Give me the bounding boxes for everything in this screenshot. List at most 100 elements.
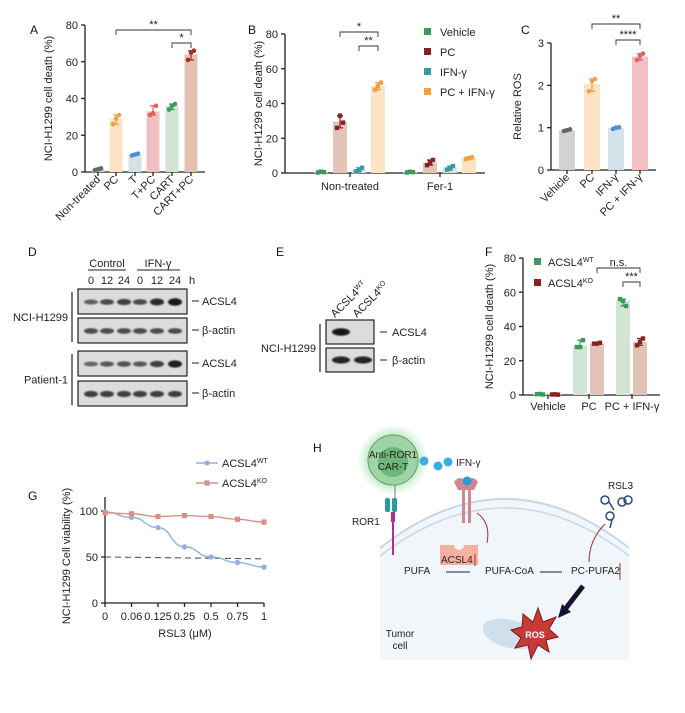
blot-band	[100, 390, 114, 398]
car-t-nucleus	[378, 447, 408, 477]
cell-body	[380, 499, 629, 660]
blot-band	[168, 390, 182, 398]
band-label: ACSL4	[392, 327, 427, 339]
y-tick-label: 60	[504, 287, 516, 299]
legend-label: ACSL4KO	[222, 478, 268, 490]
band-label: ACSL4	[202, 358, 237, 370]
ros-burst-icon	[509, 606, 560, 661]
blot-band	[117, 390, 131, 398]
reference-line-50	[104, 556, 265, 560]
bar	[559, 130, 575, 170]
data-point	[378, 80, 384, 85]
y-tick-label: 2	[538, 80, 544, 92]
significance-bracket	[339, 31, 379, 37]
data-point	[185, 57, 191, 63]
label-superscript: KO	[257, 478, 268, 485]
significance-bracket	[171, 42, 192, 48]
legend-label: Vehicle	[440, 27, 475, 39]
data-point	[617, 296, 623, 302]
x-tick-label: Fer-1	[427, 181, 453, 193]
data-point	[534, 391, 540, 397]
blot-band	[332, 328, 350, 336]
band-label: ACSL4	[202, 296, 237, 308]
label-base: ACSL4	[222, 458, 257, 470]
data-point	[466, 156, 472, 161]
blot-band	[332, 356, 350, 364]
bar	[616, 300, 630, 395]
data-point	[155, 524, 161, 531]
y-tick-label: 40	[504, 322, 516, 334]
significance-label: *	[179, 32, 184, 44]
bar	[632, 56, 648, 171]
data-point	[594, 341, 600, 346]
blot-band	[117, 298, 131, 306]
data-point	[620, 298, 626, 304]
panel-label-e: E	[276, 245, 284, 259]
pufa-label: PUFA	[404, 566, 430, 577]
tumor-cell-label-2: cell	[392, 641, 407, 652]
data-point	[447, 166, 453, 171]
y-axis-label: NCI-H1299 cell death (%)	[253, 41, 265, 166]
rsl3-arrow-icon	[588, 523, 606, 563]
panel-a-chart: 0 20 40 60 80 NCI-H1299 cell death (%) Non-tre…	[43, 19, 205, 223]
y-tick-label: 60	[66, 57, 78, 69]
data-point	[321, 169, 327, 175]
y-tick-label: 0	[272, 168, 278, 180]
cell-line-label: Patient-1	[24, 375, 68, 387]
band-label: β-actin	[202, 325, 235, 337]
data-point	[110, 121, 116, 127]
data-point	[337, 113, 343, 118]
legend-label: PC + IFN-γ	[440, 87, 495, 99]
x-tick-label: 0.75	[227, 611, 248, 623]
bar	[184, 54, 198, 172]
bar	[423, 162, 437, 173]
data-point	[359, 165, 365, 170]
car-t-label-1: Anti-ROR1	[369, 450, 418, 461]
data-point	[444, 167, 450, 172]
data-point	[113, 116, 119, 122]
panel-g-line-chart: 0 50 100 0 0.06 0.125 0.25 0.5 0.75 1 RSL3 (μM) NCI…	[61, 458, 268, 640]
bar	[462, 158, 476, 173]
y-tick-label: 1	[538, 123, 544, 135]
y-tick-label: 80	[504, 253, 516, 265]
bar	[573, 345, 587, 395]
significance-bracket	[596, 267, 641, 273]
y-tick-label: 80	[66, 20, 78, 32]
data-point	[640, 336, 646, 341]
data-point	[116, 112, 122, 118]
blot-band	[84, 361, 98, 367]
x-tick-label: PC	[581, 401, 596, 413]
y-tick-label: 0	[538, 165, 544, 177]
y-tick-label: 20	[66, 130, 78, 142]
data-point	[132, 152, 138, 157]
data-point	[450, 163, 456, 169]
data-point	[234, 559, 241, 566]
blot-band	[133, 328, 147, 334]
data-point	[537, 391, 543, 397]
legend-label: ACSL4WT	[222, 458, 268, 470]
data-point	[549, 392, 555, 397]
significance-label: *	[357, 21, 362, 33]
lane-label: 12	[151, 275, 163, 287]
label-superscript: WT	[353, 279, 366, 292]
blot-band	[133, 390, 147, 398]
data-point	[574, 344, 580, 350]
cell-line-label: NCI-H1299	[13, 312, 68, 324]
label-base: ACSL4	[548, 278, 583, 290]
data-point	[564, 127, 570, 133]
x-tick-label: PC	[578, 172, 597, 191]
y-tick-label: 40	[66, 94, 78, 106]
data-point	[261, 564, 267, 570]
blot-band	[168, 360, 182, 368]
y-tick-label: 0	[510, 390, 516, 402]
data-point	[555, 392, 561, 397]
unit-label: h	[189, 275, 195, 287]
ros-label: ROS	[525, 630, 545, 640]
legend-label: IFN-γ	[440, 67, 467, 79]
x-tick-label: 0.125	[144, 611, 172, 623]
car-t-label-2: CAR-T	[378, 462, 409, 473]
legend-swatch	[534, 258, 541, 265]
